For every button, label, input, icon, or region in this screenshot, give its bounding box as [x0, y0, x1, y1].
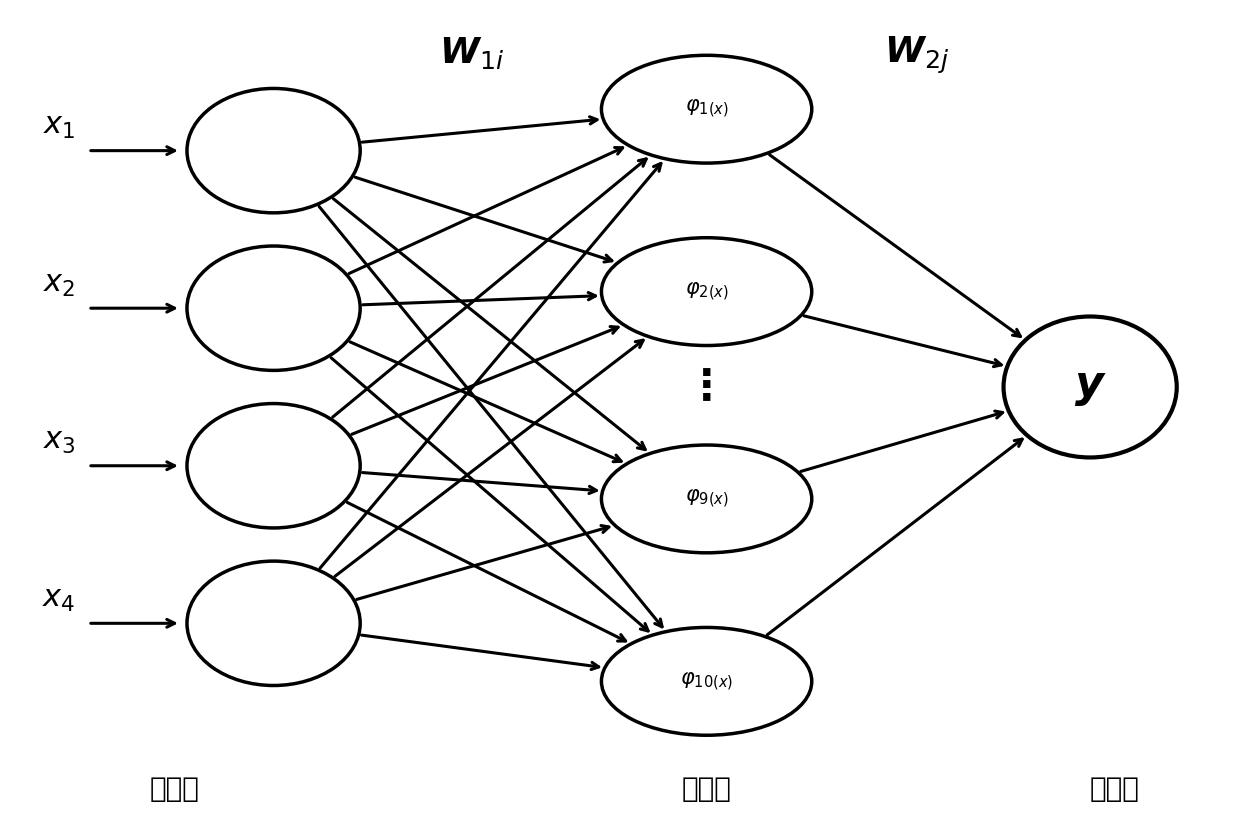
Text: $\varphi_{9(x)}$: $\varphi_{9(x)}$: [684, 488, 729, 510]
Ellipse shape: [601, 627, 812, 735]
Ellipse shape: [187, 246, 360, 370]
Text: $\boldsymbol{y}$: $\boldsymbol{y}$: [1074, 365, 1106, 409]
Text: $x_3$: $x_3$: [43, 425, 76, 457]
Text: $x_4$: $x_4$: [42, 583, 76, 614]
Text: 隐含层: 隐含层: [682, 775, 732, 803]
Ellipse shape: [187, 88, 360, 213]
Text: 输出层: 输出层: [1090, 775, 1140, 803]
Text: $\varphi_{2(x)}$: $\varphi_{2(x)}$: [684, 280, 729, 303]
Ellipse shape: [187, 561, 360, 686]
Ellipse shape: [187, 404, 360, 528]
Text: $\boldsymbol{W}_{1i}$: $\boldsymbol{W}_{1i}$: [439, 35, 505, 71]
Text: $\boldsymbol{W}_{2j}$: $\boldsymbol{W}_{2j}$: [884, 35, 950, 76]
Ellipse shape: [601, 55, 812, 163]
Text: ⋮: ⋮: [686, 366, 728, 408]
Text: $\varphi_{10(x)}$: $\varphi_{10(x)}$: [680, 670, 733, 692]
Text: 输入层: 输入层: [150, 775, 200, 803]
Text: $x_1$: $x_1$: [43, 111, 76, 141]
Ellipse shape: [601, 445, 812, 552]
Ellipse shape: [1003, 316, 1177, 458]
Ellipse shape: [601, 238, 812, 345]
Text: $x_2$: $x_2$: [43, 268, 76, 299]
Text: $\varphi_{1(x)}$: $\varphi_{1(x)}$: [684, 98, 729, 121]
